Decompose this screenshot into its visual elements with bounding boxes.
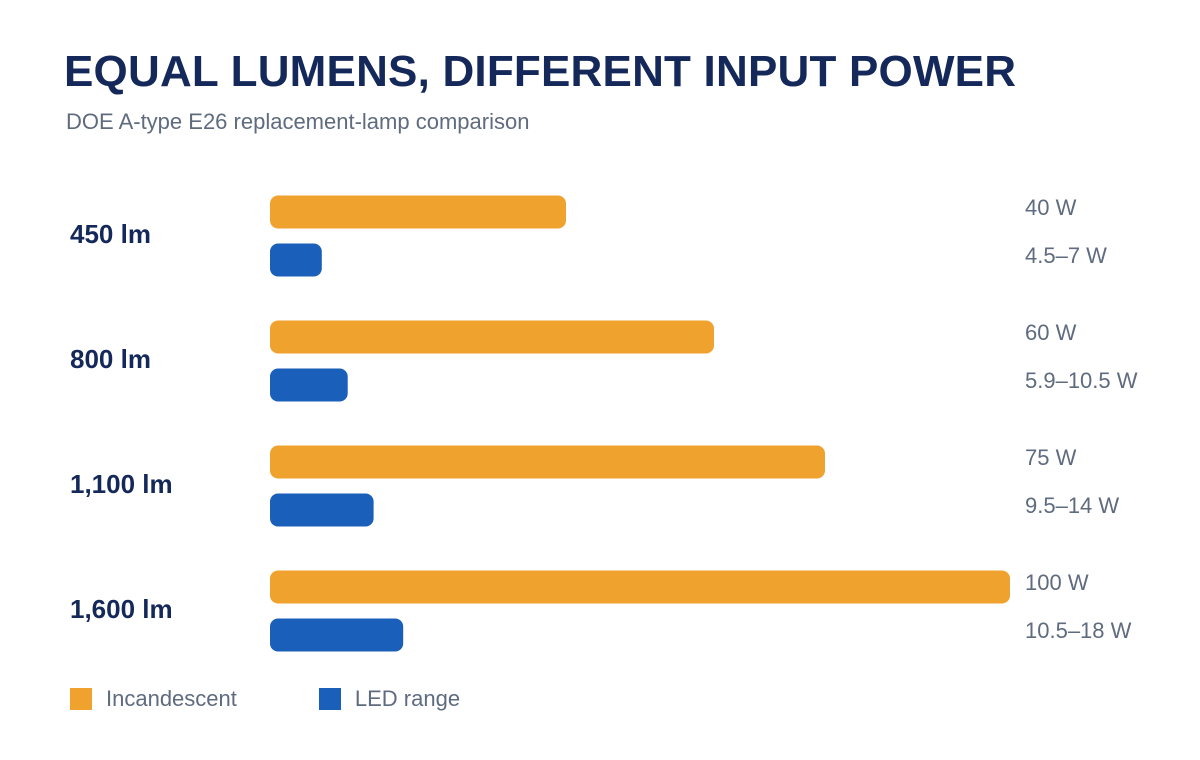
legend-label-led: LED range — [354, 686, 461, 711]
bar-incandescent — [270, 445, 825, 479]
value-label-led: 4.5–7 W — [1025, 243, 1107, 268]
chart-title: EQUAL LUMENS, DIFFERENT INPUT POWER — [64, 47, 1017, 96]
category-label: 1,600 lm — [70, 594, 173, 624]
value-label-led: 5.9–10.5 W — [1025, 368, 1138, 393]
value-label-incandescent: 40 W — [1025, 195, 1077, 220]
value-label-led: 9.5–14 W — [1025, 493, 1119, 518]
legend-swatch-led — [318, 688, 341, 710]
chart-subtitle: DOE A-type E26 replacement-lamp comparis… — [66, 109, 530, 134]
bar-led — [270, 243, 322, 277]
value-label-incandescent: 75 W — [1025, 445, 1077, 470]
value-label-incandescent: 100 W — [1025, 570, 1089, 595]
category-label: 1,100 lm — [70, 469, 173, 499]
bar-incandescent — [270, 195, 566, 229]
bar-incandescent — [270, 570, 1010, 604]
legend-item-led: LED range — [318, 686, 461, 712]
value-label-incandescent: 60 W — [1025, 320, 1077, 345]
legend-item-incandescent: Incandescent — [70, 686, 237, 712]
bar-incandescent — [270, 320, 714, 354]
category-label: 450 lm — [70, 219, 151, 249]
bar-led — [270, 618, 404, 652]
bar-led — [270, 493, 374, 527]
value-label-led: 10.5–18 W — [1025, 618, 1132, 643]
bar-chart: 450 lm 40 W 4.5–7 W 800 lm 60 W 5.9–10.5 W 1,1… — [70, 195, 1138, 652]
category-label: 800 lm — [70, 344, 151, 374]
legend-label-incandescent: Incandescent — [106, 686, 237, 711]
legend: Incandescent LED range — [70, 686, 542, 712]
legend-swatch-incandescent — [70, 688, 92, 710]
bar-led — [270, 368, 348, 402]
